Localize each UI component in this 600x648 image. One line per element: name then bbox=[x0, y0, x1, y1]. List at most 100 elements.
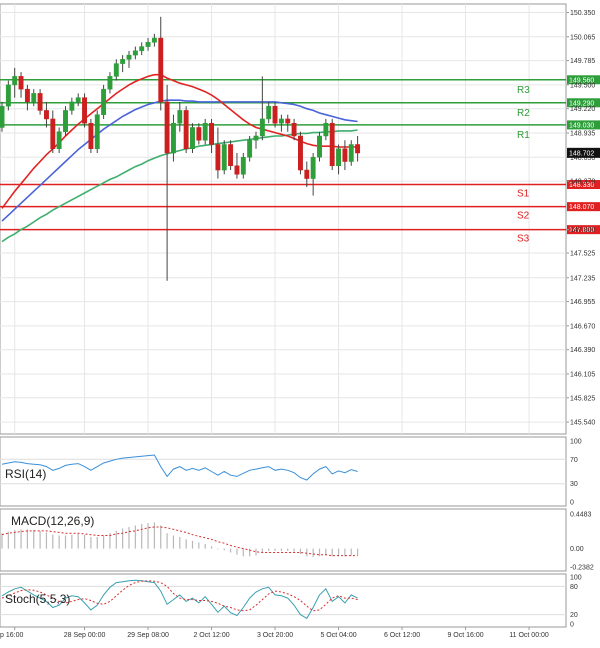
price-tick-label: 150.065 bbox=[570, 34, 595, 41]
price-axis: 150.350 150.065 149.785 149.500 149.220 148.9… bbox=[566, 10, 600, 427]
candle-bull bbox=[177, 110, 183, 124]
time-tick-label: 29 Sep 08:00 bbox=[127, 632, 169, 639]
candle-bull bbox=[317, 135, 322, 158]
candle-bull bbox=[94, 114, 100, 150]
level-price-label: 147.800 bbox=[569, 227, 594, 234]
rsi-tick-label: 0 bbox=[570, 500, 574, 507]
level-price-label: 149.560 bbox=[569, 77, 594, 84]
candle-bull bbox=[75, 97, 81, 103]
candle-bull bbox=[56, 131, 62, 150]
candle-bull bbox=[202, 122, 208, 141]
candle-bear bbox=[37, 93, 43, 111]
candle-bull bbox=[126, 54, 132, 60]
candle-bear bbox=[215, 144, 221, 171]
candle-bull bbox=[336, 148, 342, 167]
time-tick-label: 9 Oct 16:00 bbox=[447, 632, 483, 639]
level-price-tag bbox=[567, 180, 600, 190]
macd-signal-line bbox=[1, 526, 358, 557]
stoch-tick-label: 20 bbox=[570, 612, 578, 619]
time-tick-label: 2 Oct 12:00 bbox=[193, 632, 229, 639]
rsi-panel-frame bbox=[0, 436, 567, 507]
macd-panel-frame bbox=[0, 508, 567, 572]
price-tick-label: 146.390 bbox=[570, 347, 595, 354]
candle-bear bbox=[50, 118, 56, 150]
ma-blue-line bbox=[1, 99, 358, 222]
time-tick-label: 3 Oct 20:00 bbox=[257, 632, 293, 639]
candle-bear bbox=[291, 122, 297, 137]
stoch-signal-line bbox=[1, 580, 358, 612]
macd-title: MACD(12,26,9) bbox=[11, 514, 94, 528]
level-name-s1: S1 bbox=[517, 189, 530, 200]
ma-green-line bbox=[1, 129, 358, 243]
candle-bull bbox=[348, 144, 354, 162]
macd-tick-label: -0.2382 bbox=[570, 565, 594, 572]
candle-bull bbox=[266, 105, 272, 120]
candle-bull bbox=[12, 76, 18, 86]
candle-bear bbox=[329, 122, 335, 167]
candle-bear bbox=[183, 110, 189, 150]
level-name-r1: R1 bbox=[517, 130, 530, 141]
level-name-r2: R2 bbox=[517, 108, 530, 119]
rsi-tick-label: 100 bbox=[570, 439, 582, 446]
level-price-tag bbox=[567, 202, 600, 212]
price-tick-label: 148.935 bbox=[570, 131, 595, 138]
candle-bear bbox=[18, 76, 24, 90]
macd-tick-label: 0.00 bbox=[570, 546, 584, 553]
candle-bear bbox=[298, 135, 303, 171]
time-tick-label: 5 Oct 04:00 bbox=[320, 632, 356, 639]
candle-bull bbox=[240, 157, 246, 175]
candle-bull bbox=[151, 37, 157, 43]
price-tick-label: 147.235 bbox=[570, 275, 595, 282]
rsi-line bbox=[1, 454, 358, 481]
stoch-main-line bbox=[1, 579, 358, 620]
candle-bear bbox=[285, 118, 291, 124]
candle-bull bbox=[69, 101, 75, 111]
rsi-layer: 100 70 30 0 bbox=[0, 439, 582, 507]
macd-tick-label: 0.4483 bbox=[570, 512, 592, 519]
rsi-tick-label: 30 bbox=[570, 481, 578, 488]
current-price-tag bbox=[567, 147, 600, 158]
candle-bull bbox=[259, 118, 265, 137]
candle-bear bbox=[24, 88, 30, 103]
candle-bull bbox=[171, 122, 176, 154]
level-price-label: 149.030 bbox=[569, 122, 594, 129]
candle-bull bbox=[139, 46, 145, 52]
time-tick-label: 6 Oct 12:00 bbox=[384, 632, 420, 639]
rsi-title: RSI(14) bbox=[5, 467, 46, 481]
candle-bear bbox=[82, 97, 87, 124]
candle-bull bbox=[63, 110, 68, 132]
macd-layer: 0.4483 0.00 -0.2382 bbox=[1, 512, 594, 572]
candle-bull bbox=[107, 76, 113, 90]
price-tick-label: 146.955 bbox=[570, 299, 595, 306]
price-tick-label: 146.670 bbox=[570, 323, 595, 330]
current-price-label: 148.702 bbox=[569, 150, 594, 157]
candle-bear bbox=[196, 127, 202, 141]
candle-bull bbox=[5, 84, 11, 107]
candle-bear bbox=[355, 144, 361, 154]
candle-bear bbox=[88, 122, 94, 150]
candle-bull bbox=[221, 144, 227, 171]
candle-bull bbox=[113, 63, 119, 77]
price-tick-label: 150.350 bbox=[570, 10, 595, 17]
level-name-r3: R3 bbox=[517, 85, 530, 96]
time-axis: p 16:00 28 Sep 00:00 29 Sep 08:00 2 Oct 12:… bbox=[0, 627, 549, 639]
level-price-tag bbox=[567, 225, 600, 235]
stoch-title: Stoch(5,5,3) bbox=[5, 592, 70, 606]
level-price-tag bbox=[567, 120, 600, 130]
price-tick-label: 146.105 bbox=[570, 371, 595, 378]
candle-bear bbox=[164, 101, 170, 154]
candle-bull bbox=[145, 42, 151, 47]
price-tick-label: 149.785 bbox=[570, 58, 595, 65]
candle-bull bbox=[0, 105, 5, 128]
rsi-tick-label: 70 bbox=[570, 457, 578, 464]
time-tick-label: 11 Oct 00:00 bbox=[509, 632, 549, 639]
time-tick-label: p 16:00 bbox=[0, 632, 23, 639]
level-name-s2: S2 bbox=[517, 211, 530, 222]
price-tick-label: 148.650 bbox=[570, 155, 595, 162]
candle-bull bbox=[323, 122, 329, 137]
stoch-tick-label: 0 bbox=[570, 622, 574, 629]
candles-layer bbox=[0, 16, 361, 281]
candle-bull bbox=[101, 88, 107, 115]
candle-bull bbox=[190, 127, 195, 150]
